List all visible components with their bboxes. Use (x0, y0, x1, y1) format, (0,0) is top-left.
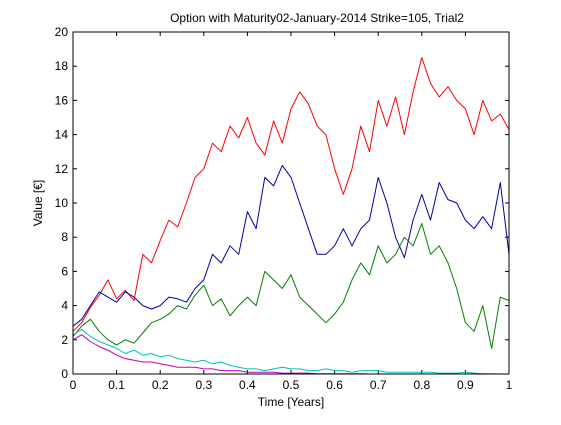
series-line-2 (72, 164, 510, 327)
x-tick-label: 0.8 (413, 378, 430, 392)
y-tick-label: 10 (55, 196, 69, 210)
y-tick-label: 4 (61, 299, 68, 313)
y-axis-label: Value [€] (31, 180, 45, 226)
y-tick-label: 6 (61, 264, 68, 278)
x-tick-label: 0.2 (152, 378, 169, 392)
x-tick-label: 0.7 (370, 378, 387, 392)
x-tick-label: 1 (506, 378, 513, 392)
series-lines (72, 57, 510, 375)
x-tick-label: 0.1 (108, 378, 125, 392)
y-tick-label: 12 (55, 162, 69, 176)
chart-title: Option with Maturity02-January-2014 Stri… (170, 11, 464, 25)
x-tick-label: 0.4 (239, 378, 256, 392)
y-tick-label: 8 (61, 230, 68, 244)
y-tick-label: 18 (55, 59, 69, 73)
x-tick-label: 0.6 (326, 378, 343, 392)
y-tick-label: 0 (61, 367, 68, 381)
series-line-4 (72, 329, 509, 375)
series-line-1 (72, 57, 510, 332)
series-line-3 (72, 223, 510, 349)
x-tick-label: 0.5 (283, 378, 300, 392)
x-tick-label: 0.9 (457, 378, 474, 392)
x-tick-label: 0 (70, 378, 77, 392)
x-tick-label: 0.3 (195, 378, 212, 392)
y-tick-label: 16 (55, 93, 69, 107)
axis-ticks: 0 0.1 0.2 0.3 0.4 0.5 0.6 0.7 0.8 0.9 102468101214… (55, 25, 513, 392)
y-tick-label: 14 (55, 128, 69, 142)
x-axis-label: Time [Years] (258, 395, 324, 409)
plot-frame (72, 31, 510, 375)
y-tick-label: 2 (61, 333, 68, 347)
y-tick-label: 20 (55, 25, 69, 39)
